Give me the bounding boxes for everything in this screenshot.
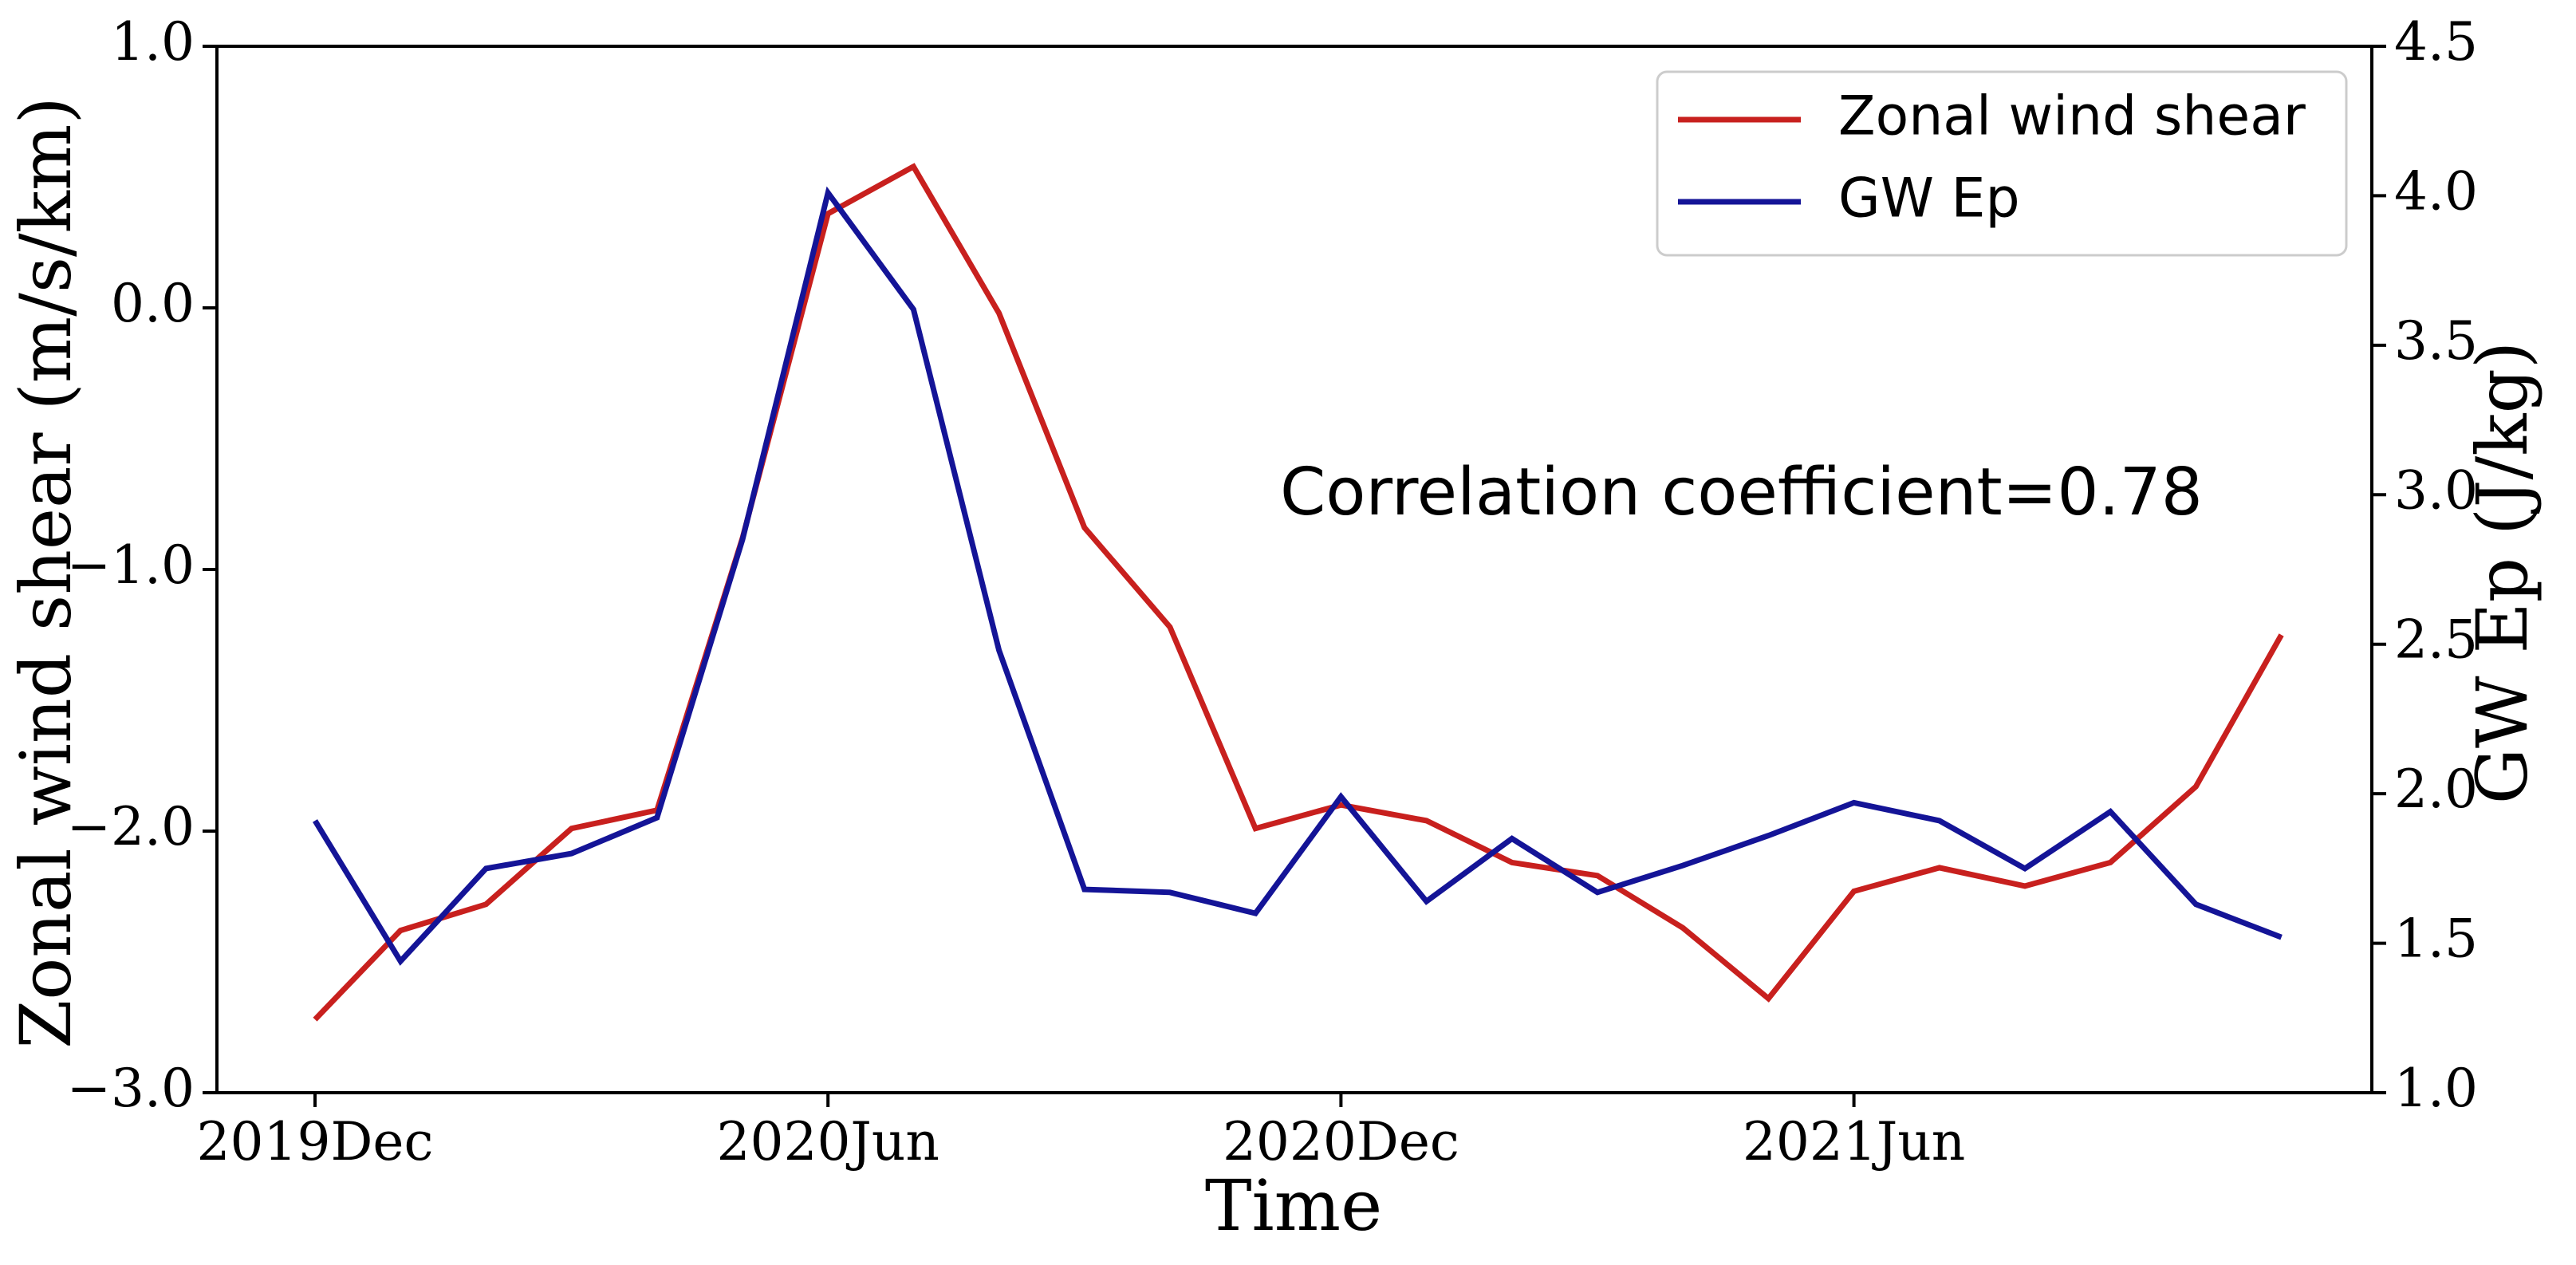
series-line-gw-ep [313,186,2283,966]
y-right-tick-label: 1.5 [2394,908,2478,970]
y-left-tick-label: −2.0 [67,796,195,857]
x-axis-ticks: 2019Dec 2020Jun 2020Dec 2021Jun [197,1093,1965,1172]
x-tick-label: 2021Jun [1743,1111,1965,1172]
y-right-tick-label: 3.0 [2394,459,2478,521]
y-right-tick-label: 4.0 [2394,160,2478,222]
plot-area [313,163,2284,1022]
x-tick-label: 2020Dec [1223,1111,1459,1172]
x-axis-title: Time [1205,1165,1382,1247]
y-right-tick-label: 2.0 [2394,759,2478,820]
y-right-tick-label: 3.5 [2394,310,2478,372]
y-right-axis-ticks: 1.0 1.5 2.0 2.5 3.0 3.5 4.0 4.5 [2372,11,2478,1119]
y-right-tick-label: 1.0 [2394,1058,2478,1119]
y-left-axis-ticks: −3.0 −2.0 −1.0 0.0 1.0 [67,11,217,1119]
x-tick-label: 2019Dec [197,1111,434,1172]
legend-label-zonal-wind-shear: Zonal wind shear [1838,85,2306,148]
y-left-tick-label: 0.0 [111,273,195,334]
legend-label-gw-ep: GW Ep [1838,167,2020,231]
y-left-tick-label: −1.0 [67,534,195,596]
y-left-tick-label: 1.0 [111,11,195,73]
correlation-annotation: Correlation coefficient=0.78 [1280,455,2203,530]
y-right-axis-title: GW Ep (J/kg) [2461,341,2543,805]
series-line-zonal-wind-shear [313,163,2284,1022]
y-left-axis-title: Zonal wind shear (m/s/km) [5,97,87,1049]
legend: Zonal wind shear GW Ep [1656,70,2348,257]
y-left-tick-label: −3.0 [67,1058,195,1119]
plot-frame [215,45,2373,1094]
y-right-tick-label: 4.5 [2394,11,2478,73]
x-tick-label: 2020Jun [716,1111,939,1172]
y-right-tick-label: 2.5 [2394,609,2478,671]
legend-box [1656,70,2348,257]
